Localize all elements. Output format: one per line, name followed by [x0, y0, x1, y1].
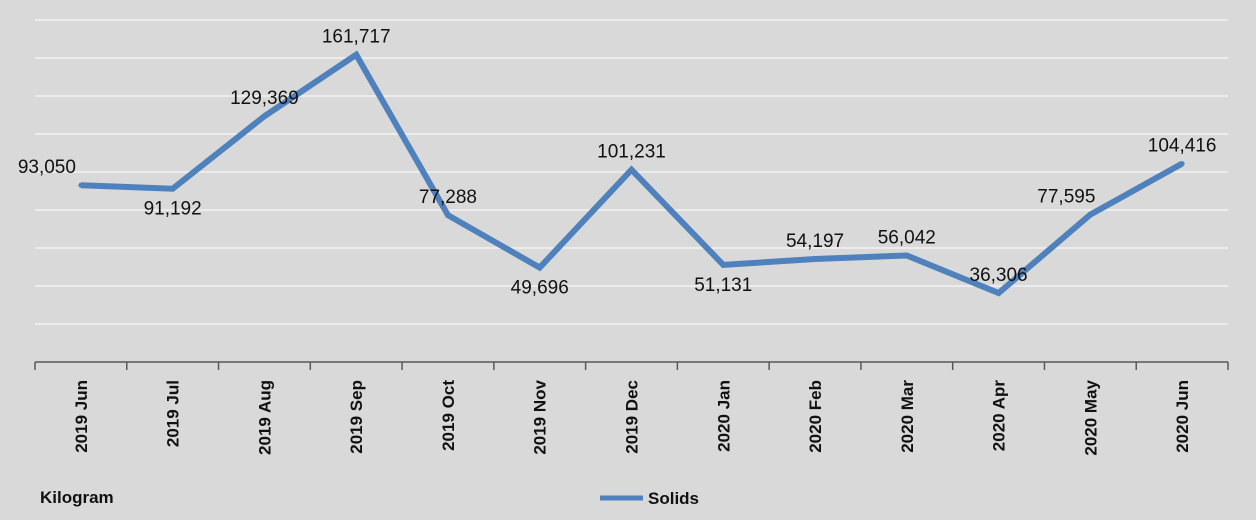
- data-point: [537, 265, 543, 271]
- data-label: 51,131: [694, 275, 752, 296]
- data-point: [170, 186, 176, 192]
- data-point: [720, 262, 726, 268]
- data-label: 93,050: [18, 157, 76, 178]
- legend-label-solids: Solids: [648, 489, 699, 508]
- data-point: [78, 182, 84, 188]
- x-axis: 2019 Jun 2019 Jul 2019 Aug 2019 Sep 2019 Oct…: [34, 361, 1229, 456]
- x-tick-label: 2019 Oct: [439, 380, 458, 451]
- data-label: 54,197: [786, 231, 844, 252]
- data-point: [261, 113, 267, 119]
- data-label: 49,696: [511, 278, 569, 299]
- x-tick-label: 2020 Feb: [806, 380, 825, 453]
- y-unit-label: Kilogram: [40, 488, 114, 507]
- x-tick-label: 2019 Jul: [164, 380, 183, 447]
- data-point: [996, 290, 1002, 296]
- data-point: [445, 212, 451, 218]
- series-group: [78, 50, 1185, 297]
- x-tick-label: 2020 Jan: [714, 380, 733, 452]
- x-tick-label: 2020 May: [1081, 379, 1100, 455]
- data-labels: 93,050 91,192 129,369 161,717 77,288 49,696 10…: [18, 27, 1217, 299]
- data-point: [812, 256, 818, 262]
- x-tick-label: 2019 Nov: [531, 379, 550, 454]
- x-tick-label: 2020 Mar: [898, 380, 917, 453]
- x-tick-label: 2020 Apr: [990, 380, 1009, 452]
- data-label: 56,042: [878, 228, 936, 249]
- x-tick-label: 2019 Aug: [255, 380, 274, 455]
- data-label: 129,369: [230, 88, 299, 109]
- legend: Solids: [600, 489, 699, 508]
- data-point: [353, 52, 359, 58]
- data-label: 91,192: [144, 199, 202, 220]
- data-label: 161,717: [322, 27, 391, 48]
- data-label: 104,416: [1148, 136, 1217, 157]
- data-point: [1179, 161, 1185, 167]
- data-label: 77,595: [1037, 187, 1095, 208]
- data-point: [629, 167, 634, 173]
- data-label: 101,231: [597, 142, 666, 163]
- data-point: [904, 253, 910, 259]
- data-point: [1087, 212, 1093, 218]
- x-tick-label: 2019 Sep: [347, 380, 366, 454]
- data-label: 77,288: [419, 187, 477, 208]
- x-tick-label: 2019 Jun: [72, 380, 91, 453]
- x-tick-label: 2019 Dec: [623, 380, 642, 454]
- x-tick-label: 2020 Jun: [1173, 380, 1192, 453]
- data-label: 36,306: [970, 265, 1028, 286]
